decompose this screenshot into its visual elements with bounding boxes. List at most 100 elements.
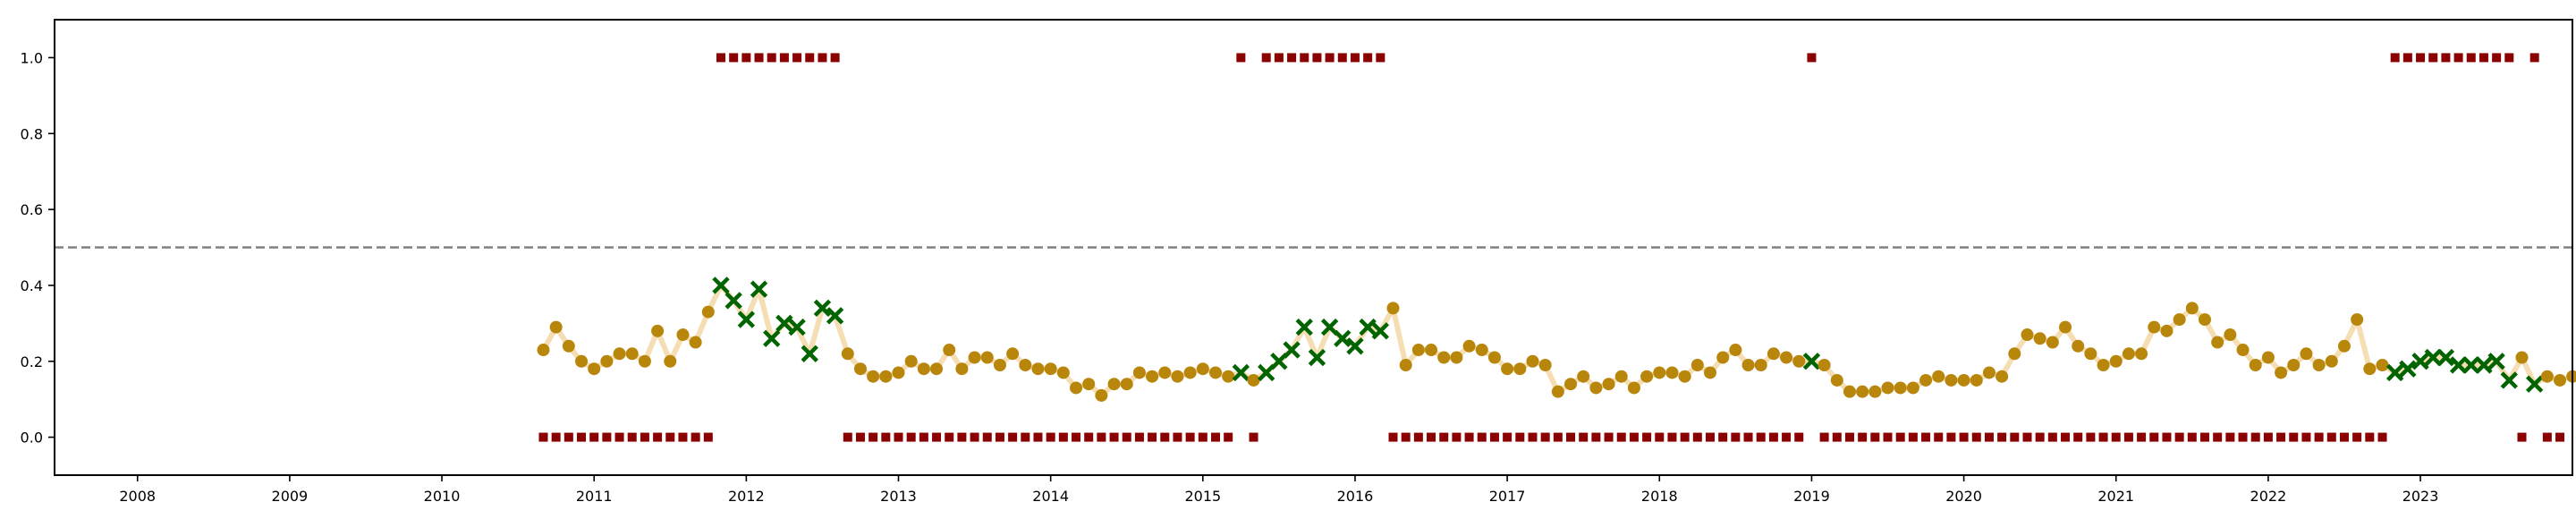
label-marker-negative bbox=[1959, 432, 1969, 442]
probability-point-positive bbox=[1334, 329, 1352, 347]
probability-point bbox=[2072, 339, 2085, 353]
y-tick-label: 1.0 bbox=[21, 49, 43, 66]
y-tick-label: 0.4 bbox=[21, 277, 43, 294]
label-marker-negative bbox=[1503, 432, 1513, 442]
probability-point bbox=[1945, 373, 1958, 387]
probability-point-positive bbox=[813, 299, 832, 318]
y-tick-label: 0.2 bbox=[21, 353, 43, 370]
probability-point bbox=[2021, 328, 2034, 342]
probability-point bbox=[2249, 358, 2262, 371]
probability-point bbox=[1196, 362, 1209, 376]
label-marker-negative bbox=[2276, 432, 2286, 442]
label-marker-negative bbox=[589, 432, 599, 442]
x-tick-label: 2014 bbox=[1032, 488, 1069, 505]
label-marker-negative bbox=[1249, 432, 1258, 442]
probability-point bbox=[1640, 370, 1654, 383]
label-marker-negative bbox=[1084, 432, 1094, 442]
probability-point bbox=[943, 344, 956, 357]
label-marker-negative bbox=[1858, 432, 1868, 442]
label-marker-negative bbox=[2187, 432, 2197, 442]
label-marker-negative bbox=[1731, 432, 1741, 442]
label-marker-negative bbox=[2137, 432, 2147, 442]
label-marker-negative bbox=[2301, 432, 2311, 442]
probability-point bbox=[879, 370, 893, 383]
label-marker-positive bbox=[805, 53, 815, 63]
probability-point-positive bbox=[826, 307, 844, 325]
probability-point bbox=[1107, 378, 1121, 391]
probability-point bbox=[2033, 332, 2046, 345]
label-marker-negative bbox=[564, 432, 573, 442]
label-marker-negative bbox=[2314, 432, 2324, 442]
label-marker-positive bbox=[2428, 53, 2438, 63]
label-marker-negative bbox=[1870, 432, 1880, 442]
label-marker-negative bbox=[1655, 432, 1665, 442]
probability-point bbox=[1780, 351, 1793, 364]
probability-point-positive bbox=[1346, 337, 1364, 355]
probability-point bbox=[1577, 370, 1590, 383]
label-marker-negative bbox=[1122, 432, 1131, 442]
probability-point-positive bbox=[2525, 375, 2544, 393]
probability-point bbox=[1564, 378, 1578, 391]
probability-point-positive bbox=[788, 318, 806, 336]
label-marker-positive bbox=[1376, 53, 1385, 63]
probability-point bbox=[1678, 370, 1691, 383]
label-marker-negative bbox=[1553, 432, 1563, 442]
probability-point-positive bbox=[1295, 318, 1313, 336]
probability-point bbox=[1653, 366, 1666, 379]
label-marker-negative bbox=[614, 432, 624, 442]
probability-point bbox=[968, 351, 981, 364]
label-marker-negative bbox=[2263, 432, 2273, 442]
label-marker-negative bbox=[1883, 432, 1893, 442]
label-marker-negative bbox=[1134, 432, 1144, 442]
probability-point-positive bbox=[737, 311, 756, 328]
probability-point bbox=[1729, 344, 1742, 357]
probability-point bbox=[1487, 351, 1501, 364]
label-marker-negative bbox=[881, 432, 891, 442]
label-marker-negative bbox=[1997, 432, 2007, 442]
probability-point bbox=[2224, 328, 2237, 342]
label-marker-negative bbox=[1782, 432, 1792, 442]
x-tick-label: 2015 bbox=[1184, 488, 1221, 505]
label-marker-negative bbox=[2352, 432, 2362, 442]
label-marker-negative bbox=[1452, 432, 1462, 442]
probability-point bbox=[1475, 344, 1488, 357]
probability-point bbox=[853, 362, 867, 376]
probability-point bbox=[2160, 324, 2174, 337]
probability-point bbox=[664, 354, 677, 368]
label-marker-negative bbox=[1540, 432, 1550, 442]
label-marker-negative bbox=[1097, 432, 1106, 442]
probability-point-positive bbox=[2500, 371, 2518, 389]
probability-point-positive bbox=[2475, 356, 2493, 374]
label-marker-negative bbox=[1642, 432, 1652, 442]
label-marker-negative bbox=[1832, 432, 1842, 442]
label-marker-negative bbox=[1109, 432, 1119, 442]
probability-point bbox=[1437, 351, 1451, 364]
label-marker-negative bbox=[1667, 432, 1677, 442]
label-marker-positive bbox=[2390, 53, 2400, 63]
probability-point bbox=[600, 354, 614, 368]
probability-point bbox=[2236, 344, 2250, 357]
probability-point-positive bbox=[2386, 363, 2404, 382]
label-marker-negative bbox=[982, 432, 992, 442]
probability-point bbox=[1665, 366, 1679, 379]
label-marker-negative bbox=[1794, 432, 1804, 442]
label-marker-negative bbox=[577, 432, 587, 442]
probability-point bbox=[613, 347, 626, 361]
probability-point bbox=[1767, 347, 1780, 361]
label-marker-negative bbox=[1844, 432, 1854, 442]
label-marker-negative bbox=[932, 432, 942, 442]
probability-point bbox=[2300, 347, 2313, 361]
probability-point-positive bbox=[1371, 322, 1390, 340]
label-marker-positive bbox=[2453, 53, 2463, 63]
x-tick-label: 2021 bbox=[2097, 488, 2134, 505]
probability-point bbox=[1158, 366, 1172, 379]
probability-point bbox=[2337, 339, 2351, 353]
label-marker-positive bbox=[2402, 53, 2412, 63]
probability-point bbox=[2554, 373, 2567, 387]
probability-point bbox=[1982, 366, 1996, 379]
label-marker-negative bbox=[1033, 432, 1043, 442]
probability-point bbox=[1044, 362, 1057, 376]
probability-point bbox=[993, 358, 1006, 371]
